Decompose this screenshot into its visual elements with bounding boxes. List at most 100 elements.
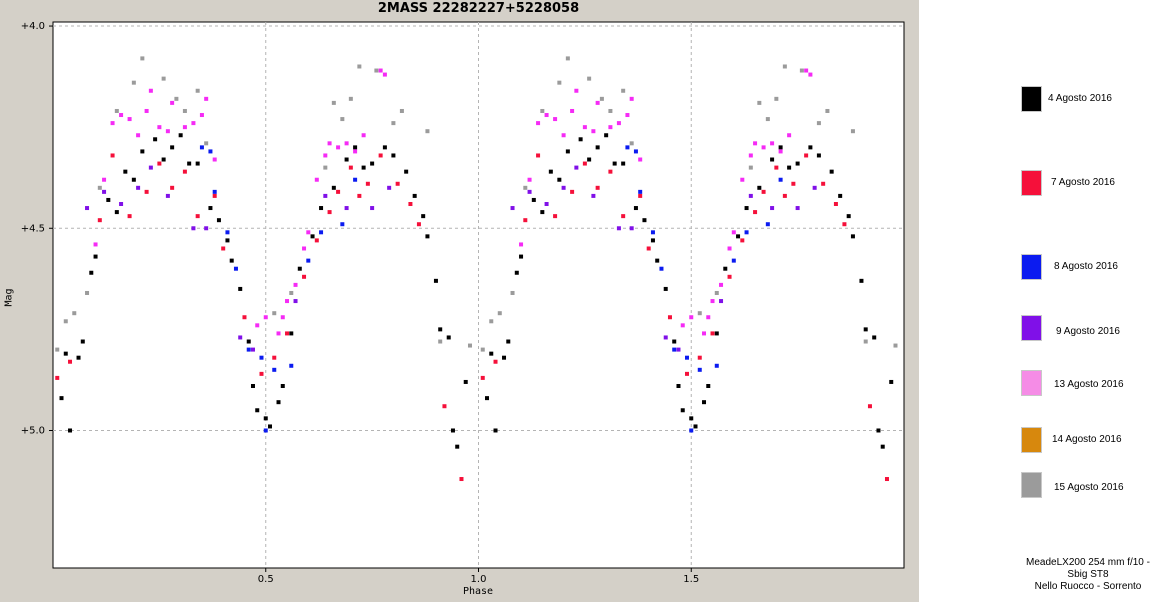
data-point xyxy=(748,153,753,158)
x-tick-label: 1.5 xyxy=(683,574,699,585)
data-point xyxy=(331,100,336,105)
data-point xyxy=(212,193,217,198)
y-tick-label: +4.5 xyxy=(21,223,45,234)
data-point xyxy=(63,319,68,324)
data-point xyxy=(731,258,736,263)
data-point xyxy=(382,72,387,77)
data-point xyxy=(123,169,128,174)
data-point xyxy=(719,282,724,287)
data-point xyxy=(255,323,260,328)
data-point xyxy=(876,428,881,433)
data-point xyxy=(719,299,724,304)
data-point xyxy=(655,258,660,263)
data-point xyxy=(536,153,541,158)
data-point xyxy=(165,129,170,134)
data-point xyxy=(182,125,187,130)
data-point xyxy=(544,113,549,118)
legend-swatch xyxy=(1021,370,1042,396)
data-point xyxy=(782,193,787,198)
data-point xyxy=(757,185,762,190)
data-point xyxy=(629,96,634,101)
data-point xyxy=(702,331,707,336)
data-point xyxy=(880,444,885,449)
data-point xyxy=(382,145,387,150)
data-point xyxy=(127,214,132,219)
legend-swatch xyxy=(1021,170,1042,196)
data-point xyxy=(195,214,200,219)
data-point xyxy=(765,222,770,227)
data-point xyxy=(548,169,553,174)
data-point xyxy=(489,351,494,356)
data-point xyxy=(357,193,362,198)
data-point xyxy=(459,477,464,482)
legend-label: 9 Agosto 2016 xyxy=(1056,326,1120,337)
data-point xyxy=(314,177,319,182)
data-point xyxy=(497,311,502,316)
data-point xyxy=(59,396,64,401)
data-point xyxy=(102,189,107,194)
data-point xyxy=(765,117,770,122)
data-point xyxy=(663,286,668,291)
data-point xyxy=(480,347,485,352)
data-point xyxy=(216,218,221,223)
data-point xyxy=(633,206,638,211)
data-point xyxy=(812,185,817,190)
data-point xyxy=(582,161,587,166)
data-point xyxy=(97,218,102,223)
data-point xyxy=(519,242,524,247)
data-point xyxy=(667,315,672,320)
data-point xyxy=(285,331,290,336)
data-point xyxy=(289,363,294,368)
data-point xyxy=(493,428,498,433)
data-point xyxy=(204,226,209,231)
data-point xyxy=(353,145,358,150)
data-point xyxy=(263,315,268,320)
data-point xyxy=(68,428,73,433)
data-point xyxy=(250,347,255,352)
data-point xyxy=(387,185,392,190)
data-point xyxy=(633,149,638,154)
data-point xyxy=(370,206,375,211)
data-point xyxy=(425,129,430,134)
data-point xyxy=(161,76,166,81)
credits-line: Nello Ruocco - Sorrento xyxy=(1034,581,1142,592)
data-point xyxy=(161,157,166,162)
data-point xyxy=(391,153,396,158)
data-point xyxy=(374,68,379,73)
y-tick-label: +5.0 xyxy=(21,425,45,436)
data-point xyxy=(574,88,579,93)
data-point xyxy=(531,197,536,202)
data-point xyxy=(106,197,111,202)
legend: 4 Agosto 2016 7 Agosto 2016 8 Agosto 201… xyxy=(919,0,1159,602)
data-point xyxy=(753,210,758,215)
data-point xyxy=(378,153,383,158)
data-point xyxy=(195,88,200,93)
data-point xyxy=(565,149,570,154)
data-point xyxy=(821,181,826,186)
data-point xyxy=(89,270,94,275)
plot-area: 0.5 1.0 1.5 +4.0 +4.5 +5.0 xyxy=(21,21,905,585)
data-point xyxy=(412,193,417,198)
data-point xyxy=(740,238,745,243)
data-point xyxy=(136,133,141,138)
data-point xyxy=(268,424,273,429)
data-point xyxy=(195,161,200,166)
data-point xyxy=(378,68,383,73)
legend-label: 15 Agosto 2016 xyxy=(1054,482,1124,493)
data-point xyxy=(736,234,741,239)
data-point xyxy=(770,141,775,146)
data-point xyxy=(276,331,281,336)
data-point xyxy=(731,230,736,235)
data-point xyxy=(689,315,694,320)
data-point xyxy=(697,367,702,372)
data-point xyxy=(706,315,711,320)
data-point xyxy=(187,161,192,166)
data-point xyxy=(753,141,758,146)
legend-label: 4 Agosto 2016 xyxy=(1048,93,1112,104)
data-point xyxy=(863,339,868,344)
data-point xyxy=(650,230,655,235)
data-point xyxy=(170,100,175,105)
data-point xyxy=(263,416,268,421)
data-point xyxy=(663,335,668,340)
data-point xyxy=(646,246,651,251)
